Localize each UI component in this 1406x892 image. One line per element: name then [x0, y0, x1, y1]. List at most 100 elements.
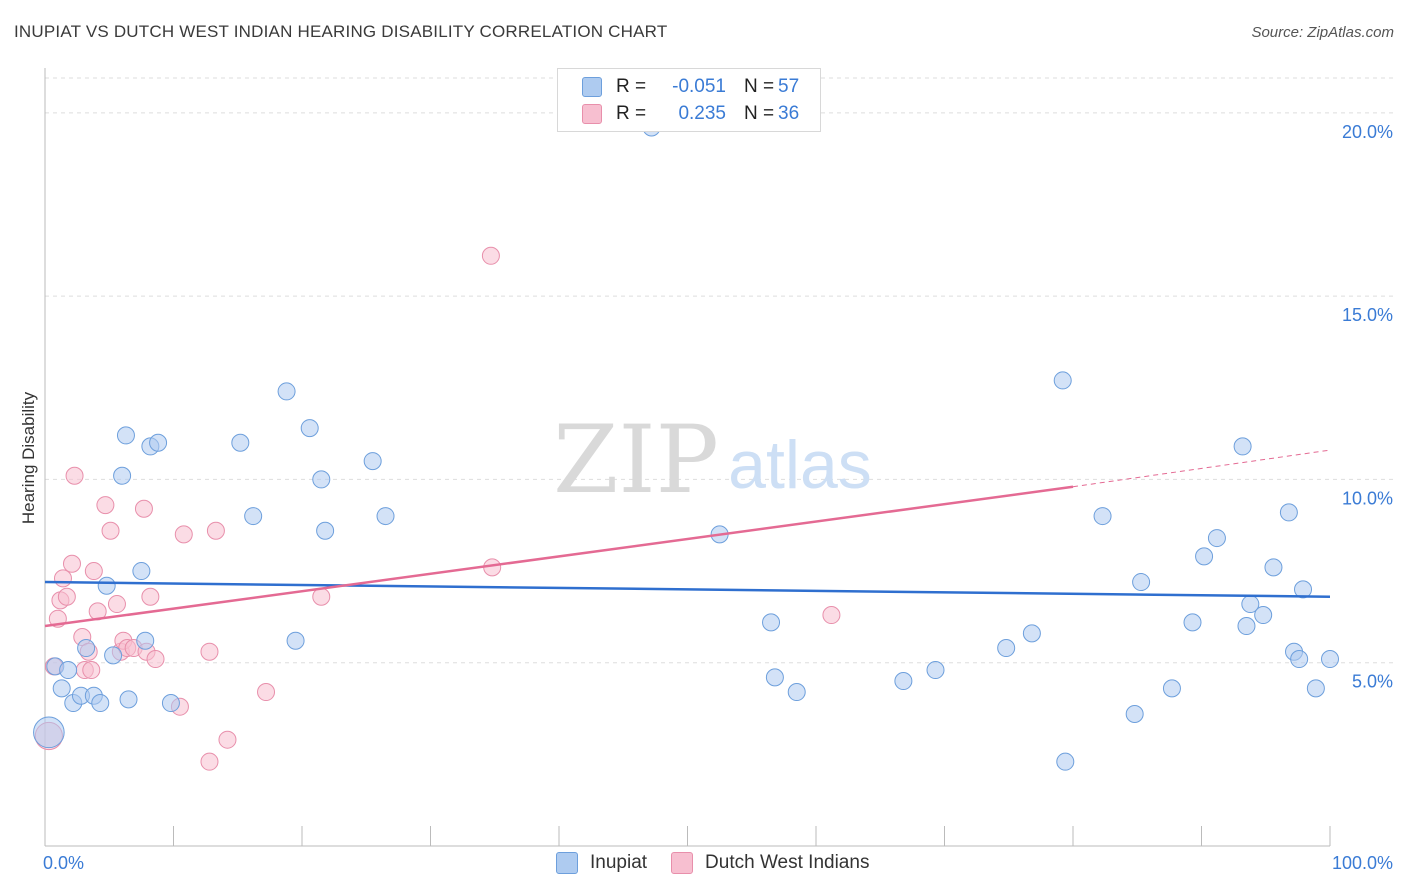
r-value: -0.051 — [672, 76, 726, 97]
data-point — [149, 433, 168, 452]
trend-lines — [44, 449, 1331, 628]
data-point — [101, 521, 120, 540]
data-point — [141, 587, 160, 606]
data-point — [1056, 752, 1075, 771]
data-point — [134, 499, 153, 518]
n-value: 57 — [778, 76, 800, 97]
x-tick-label: 100.0% — [1332, 853, 1393, 873]
data-point — [1022, 624, 1041, 643]
data-point — [82, 661, 101, 680]
data-point — [91, 694, 110, 713]
r-label: R = — [616, 76, 647, 97]
data-point — [104, 646, 123, 665]
data-point — [33, 716, 65, 749]
r-value: 0.235 — [678, 103, 726, 124]
data-point — [1290, 650, 1309, 669]
r-label: R = — [616, 103, 647, 124]
data-point — [96, 496, 115, 515]
data-point — [997, 639, 1016, 658]
data-point — [84, 562, 103, 581]
data-point — [1093, 507, 1112, 526]
y-tick-label: 20.0% — [1342, 122, 1393, 142]
data-point — [1264, 558, 1283, 577]
data-point — [257, 683, 276, 702]
data-point — [136, 631, 155, 650]
y-tick-label: 15.0% — [1342, 305, 1393, 325]
data-point — [1207, 529, 1226, 548]
data-point — [1254, 606, 1273, 625]
y-axis-label: Hearing Disability — [19, 391, 38, 524]
data-point — [277, 382, 296, 401]
data-point — [1306, 679, 1325, 698]
data-point — [113, 466, 132, 485]
data-point — [161, 694, 180, 713]
legend-item-dutch-west-indians[interactable]: Dutch West Indians — [671, 852, 869, 874]
stats-legend: R = -0.051 N = 57 R = 0.235 N = 36 — [557, 68, 821, 132]
trend-line-inupiat — [44, 580, 1331, 598]
n-label: N = — [744, 76, 775, 97]
n-value: 36 — [778, 103, 800, 124]
data-point — [244, 507, 263, 526]
data-point — [116, 426, 135, 445]
data-point — [316, 521, 335, 540]
inupiat-legend-swatch — [556, 852, 578, 874]
data-point — [52, 679, 71, 698]
data-point — [312, 587, 331, 606]
data-point — [97, 576, 116, 595]
data-point — [894, 672, 913, 691]
chart-title: INUPIAT VS DUTCH WEST INDIAN HEARING DIS… — [14, 22, 668, 41]
data-point — [77, 639, 96, 658]
data-point — [65, 466, 84, 485]
data-point — [1183, 613, 1202, 632]
data-point — [762, 613, 781, 632]
data-point — [312, 470, 331, 489]
data-point — [206, 521, 225, 540]
inupiat-swatch — [582, 77, 602, 97]
data-point — [107, 595, 126, 614]
data-point — [1125, 705, 1144, 724]
data-point — [200, 642, 219, 661]
data-point — [1053, 371, 1072, 390]
data-point — [1132, 573, 1151, 592]
legend-label-dutch-west-indians: Dutch West Indians — [705, 852, 870, 873]
n-label: N = — [744, 103, 775, 124]
stats-row-dutch-west-indians: R = 0.235 N = 36 — [582, 102, 799, 126]
data-point — [926, 661, 945, 680]
watermark-zip: ZIP — [553, 406, 719, 515]
trend-line-dutch-west-indians — [44, 485, 1074, 628]
watermark-atlas: atlas — [728, 427, 872, 503]
series-dutch-west-indians-points — [34, 246, 841, 771]
data-point — [1321, 650, 1339, 669]
data-point — [53, 569, 72, 588]
data-point — [119, 690, 138, 709]
dwi-legend-swatch — [671, 852, 694, 874]
data-point — [376, 507, 395, 526]
legend-item-inupiat[interactable]: Inupiat — [556, 852, 647, 874]
axes — [44, 68, 1331, 847]
data-point — [218, 730, 237, 749]
data-point — [765, 668, 784, 687]
data-point — [132, 562, 151, 581]
data-point — [146, 650, 165, 669]
grid — [45, 77, 1393, 664]
data-point — [787, 683, 806, 702]
series-legend: Inupiat Dutch West Indians — [556, 852, 893, 874]
data-point — [363, 452, 382, 471]
data-point — [1233, 437, 1252, 456]
data-point — [57, 587, 76, 606]
dwi-swatch — [582, 104, 602, 124]
data-point — [1162, 679, 1181, 698]
data-point — [62, 554, 81, 573]
data-point — [481, 246, 500, 265]
stats-row-inupiat: R = -0.051 N = 57 — [582, 75, 799, 99]
data-point — [822, 606, 841, 625]
data-point — [174, 525, 193, 544]
data-point — [1237, 617, 1256, 636]
source-label: Source: ZipAtlas.com — [1251, 24, 1394, 41]
x-tick-label: 0.0% — [43, 853, 84, 873]
y-tick-label: 10.0% — [1342, 488, 1393, 508]
data-point — [1279, 503, 1298, 522]
series-inupiat-points — [33, 118, 1339, 771]
data-point — [59, 661, 78, 680]
